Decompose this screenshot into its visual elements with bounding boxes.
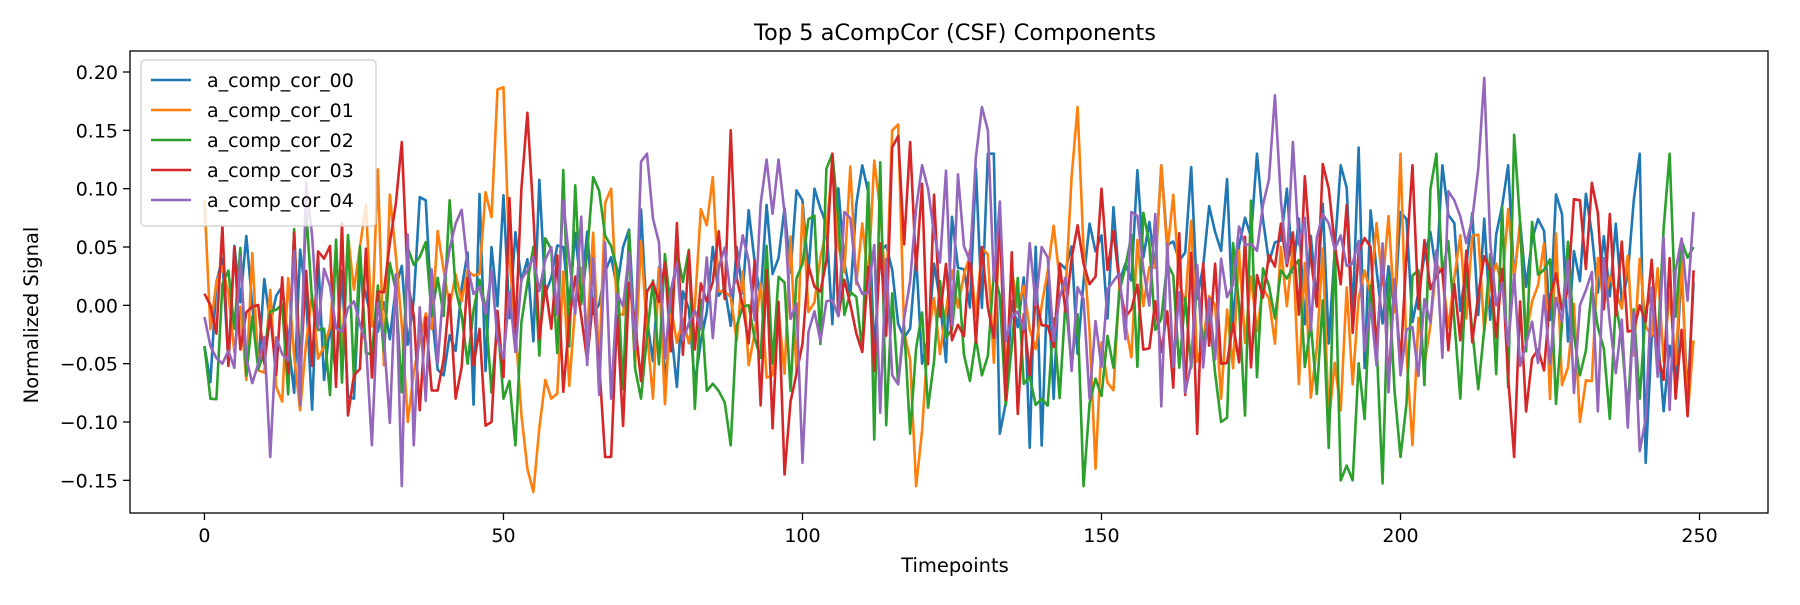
y-tick-label: −0.05 [60, 354, 118, 376]
legend-label: a_comp_cor_03 [207, 160, 354, 182]
y-tick-label: 0.15 [76, 120, 118, 142]
x-tick-label: 50 [491, 525, 515, 547]
legend: a_comp_cor_00 a_comp_cor_01 a_comp_cor_02a… [140, 59, 377, 227]
y-tick-label: 0.05 [76, 237, 118, 259]
legend-label: a_comp_cor_04 [207, 190, 354, 212]
legend-label: a_comp_cor_01 [207, 100, 354, 122]
legend-box [140, 59, 377, 227]
y-axis-ticks: −0.15 −0.10 −0.05 0.00 0.05 0.10 0.15 0.20 [60, 62, 130, 492]
x-tick-label: 250 [1681, 525, 1717, 547]
axes-frame [129, 50, 1769, 514]
y-tick-label: −0.10 [60, 412, 118, 434]
legend-label: a_comp_cor_00 [207, 70, 354, 92]
y-tick-label: 0.20 [76, 62, 118, 84]
y-tick-label: 0.10 [76, 179, 118, 201]
x-tick-label: 100 [784, 525, 820, 547]
series-line-a_comp_cor_04 [203, 76, 1695, 488]
series-lines [203, 76, 1695, 494]
legend-label: a_comp_cor_02 [207, 130, 354, 152]
y-tick-label: −0.15 [60, 470, 118, 492]
x-tick-label: 0 [198, 525, 210, 547]
x-tick-label: 150 [1083, 525, 1119, 547]
chart-title: Top 5 aCompCor (CSF) Components [753, 20, 1156, 46]
x-axis-ticks: 0 50 100 150 200 250 [198, 513, 1718, 547]
x-axis-label: Timepoints [900, 554, 1009, 577]
y-axis-label: Normalized Signal [20, 227, 43, 404]
x-tick-label: 200 [1382, 525, 1418, 547]
y-tick-label: 0.00 [76, 295, 118, 317]
